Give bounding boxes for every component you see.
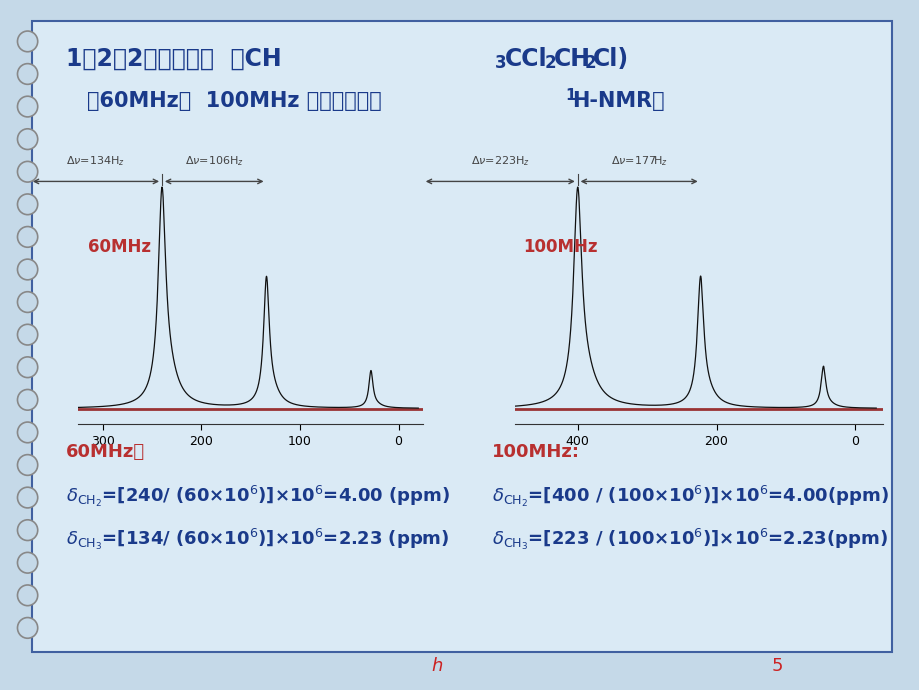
Text: $\Delta\nu$=134H$_z$: $\Delta\nu$=134H$_z$ [66,154,125,168]
Text: $\delta_{\rm CH_2}$=[240/ (60×10$^6$)]×10$^6$=4.00 (ppm): $\delta_{\rm CH_2}$=[240/ (60×10$^6$)]×1… [66,484,450,509]
Text: $\delta_{\rm CH_3}$=[223 / (100×10$^6$)]×10$^6$=2.23(ppm): $\delta_{\rm CH_3}$=[223 / (100×10$^6$)]… [492,527,887,552]
Text: 5: 5 [771,657,782,675]
Text: H-NMR谱: H-NMR谱 [572,92,664,111]
Text: $\delta_{\rm CH_3}$=[134/ (60×10$^6$)]×10$^6$=2.23 (ppm): $\delta_{\rm CH_3}$=[134/ (60×10$^6$)]×1… [66,527,449,552]
Text: h: h [431,657,442,675]
Text: $\Delta\nu$=223H$_z$: $\Delta\nu$=223H$_z$ [471,154,529,168]
Text: $\Delta\nu$=106H$_z$: $\Delta\nu$=106H$_z$ [185,154,244,168]
Text: 1，2，2－三氯丙烷  （CH: 1，2，2－三氯丙烷 （CH [66,47,281,70]
Text: CH: CH [553,47,590,70]
Text: 100MHz:: 100MHz: [492,443,580,461]
Text: Cl): Cl) [592,47,628,70]
Text: $\delta_{\rm CH_2}$=[400 / (100×10$^6$)]×10$^6$=4.00(ppm): $\delta_{\rm CH_2}$=[400 / (100×10$^6$)]… [492,484,888,509]
Text: 2: 2 [584,55,596,72]
Text: 在60MHz、  100MHz 仪器上测得的: 在60MHz、 100MHz 仪器上测得的 [87,92,381,111]
Text: CCl: CCl [505,47,547,70]
Text: 100MHz: 100MHz [523,237,597,255]
Text: 2: 2 [544,55,556,72]
Text: 3: 3 [494,55,506,72]
Text: 1: 1 [564,88,574,103]
Text: 60MHz: 60MHz [88,237,151,255]
Text: 60MHz：: 60MHz： [66,443,145,461]
Text: $\Delta\nu$=177H$_z$: $\Delta\nu$=177H$_z$ [610,154,667,168]
